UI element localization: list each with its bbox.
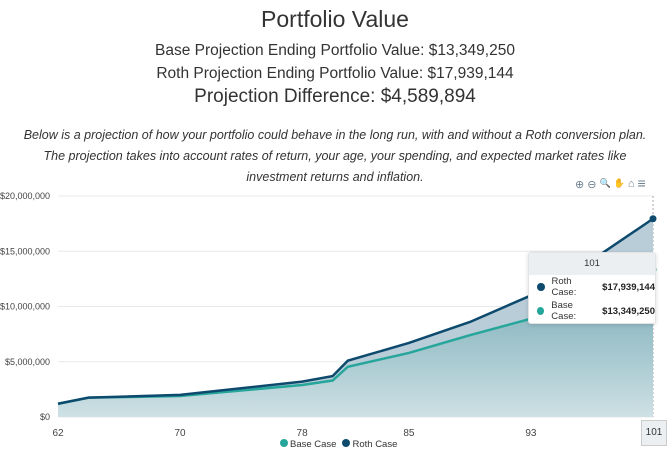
zoom-in-icon[interactable]: ⊕ [575, 179, 585, 191]
base-dot-icon [537, 307, 545, 315]
base-area [58, 269, 653, 417]
legend-item-roth[interactable]: Roth Case [342, 439, 397, 450]
tooltip-row-roth: Roth Case: $17,939,144 [529, 275, 655, 299]
roth-case-marker [649, 215, 657, 223]
page-title: Portfolio Value [261, 6, 409, 32]
legend-roth-dot-icon [342, 439, 351, 447]
x-tick-label: 93 [525, 428, 537, 439]
x-tick-label: 85 [403, 428, 415, 439]
zoom-out-icon[interactable]: ⊖ [587, 179, 597, 191]
base-projection-value: Base Projection Ending Portfolio Value: … [155, 42, 515, 59]
tooltip-row-base: Base Case: $13,349,250 [529, 299, 655, 323]
tooltip-roth-value: $17,939,144 [602, 281, 655, 293]
y-tick-label: $15,000,000 [0, 246, 50, 256]
legend-roth-label: Roth Case [352, 439, 398, 450]
y-tick-label: $0 [40, 412, 50, 422]
projection-difference: Projection Difference: $4,589,894 [194, 86, 476, 107]
selection-zoom-icon[interactable]: 🔍 [599, 178, 611, 188]
legend-base-dot-icon [280, 439, 288, 447]
pan-icon[interactable]: ✋ [613, 178, 625, 188]
crosshair-x-label: 101 [641, 420, 667, 446]
tooltip-header: 101 [529, 253, 655, 275]
reset-home-icon[interactable]: ⌂ [627, 178, 635, 190]
chart-legend: Base Case Roth Case [280, 439, 397, 450]
tooltip-base-value: $13,349,250 [602, 305, 655, 317]
menu-icon[interactable]: ≡ [637, 175, 646, 191]
description: Below is a projection of how your portfo… [23, 128, 647, 184]
legend-item-base[interactable]: Base Case [280, 439, 336, 450]
tooltip-roth-label: Roth Case: [551, 276, 577, 298]
y-tick-label: $10,000,000 [0, 302, 50, 312]
roth-projection-value: Roth Projection Ending Portfolio Value: … [156, 65, 514, 82]
y-tick-label: $20,000,000 [0, 191, 50, 201]
x-tick-label: 62 [52, 428, 64, 439]
x-tick-label: 78 [297, 428, 309, 439]
tooltip-base-label: Base Case: [551, 300, 577, 322]
chart-toolbar: ⊕ ⊖ 🔍 ✋ ⌂ ≡ [575, 175, 646, 191]
legend-base-label: Base Case [290, 439, 337, 450]
roth-dot-icon [537, 283, 545, 291]
chart-tooltip: 101 Roth Case: $17,939,144 Base Case: $13,… [528, 252, 656, 324]
y-tick-label: $5,000,000 [5, 357, 50, 367]
x-tick-label: 70 [174, 428, 186, 439]
